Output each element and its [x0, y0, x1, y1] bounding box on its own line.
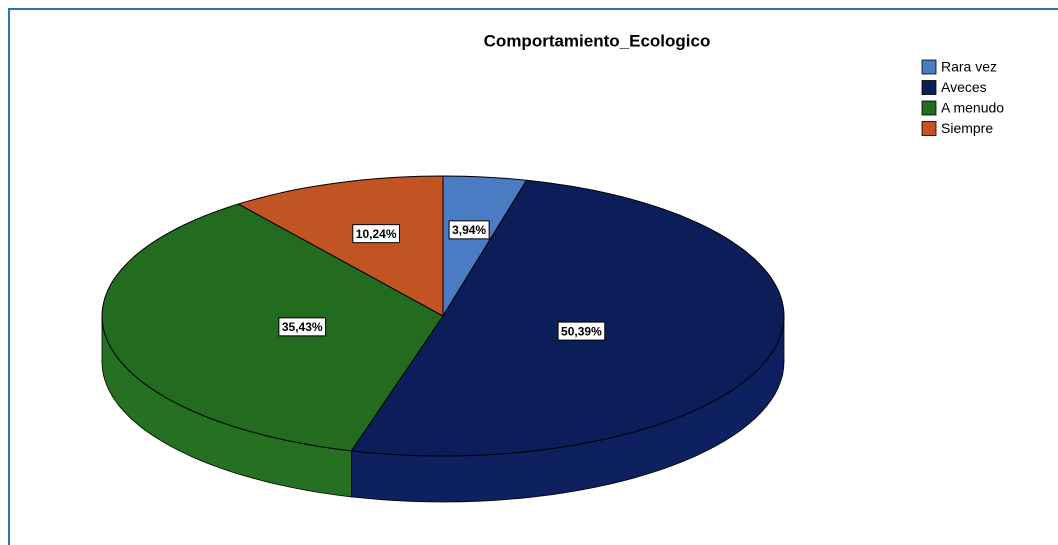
data-label: 3,94%: [452, 223, 486, 237]
legend-swatch: [921, 59, 937, 75]
data-label-box: [278, 317, 327, 337]
data-label: 50,39%: [561, 324, 602, 338]
data-label-box: [352, 224, 401, 244]
slice: [442, 175, 528, 318]
slice: [101, 203, 444, 452]
data-label: 35,43%: [282, 320, 323, 334]
legend-label: A menudo: [941, 100, 1004, 116]
slice: [237, 175, 444, 317]
slice: [350, 179, 785, 457]
data-label: 10,24%: [356, 227, 397, 241]
legend-swatch: [921, 80, 937, 95]
data-label-box: [557, 321, 606, 341]
chart-title: Comportamiento_Ecologico: [484, 31, 711, 50]
data-label-box: [448, 220, 490, 240]
legend-label: Rara vez: [941, 59, 997, 75]
legend-label: Siempre: [941, 120, 993, 136]
legend-swatch: [921, 100, 937, 116]
legend-swatch: [921, 121, 937, 136]
legend-label: Aveces: [941, 79, 987, 95]
